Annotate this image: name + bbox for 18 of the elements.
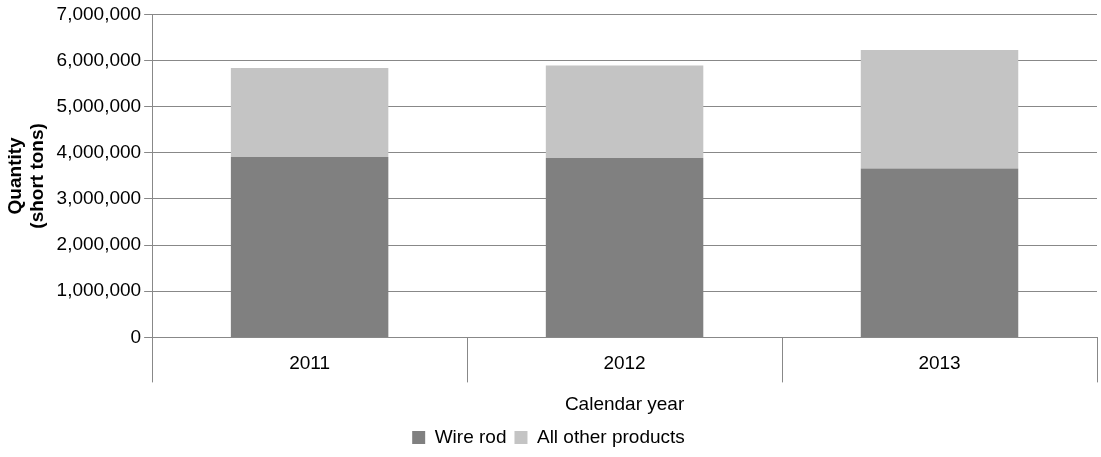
y-tick-label: 4,000,000 (56, 141, 142, 163)
bar (545, 65, 704, 158)
x-tick-label: 2013 (918, 352, 961, 374)
y-axis-title: Quantity (short tons) (3, 123, 48, 229)
y-tick-label: 2,000,000 (56, 233, 142, 255)
bar (860, 49, 1019, 169)
legend-label: Wire rod (434, 425, 507, 447)
y-tick-label: 5,000,000 (56, 94, 142, 116)
x-axis-title: Calendar year (564, 392, 685, 414)
y-tick-label: 7,000,000 (56, 2, 142, 24)
bar (230, 67, 389, 157)
y-tick-label: 6,000,000 (56, 48, 142, 70)
x-tick-label: 2012 (603, 352, 646, 374)
y-tick-label: 0 (130, 325, 142, 347)
y-tick-label: 3,000,000 (56, 187, 142, 209)
y-tick-label: 1,000,000 (56, 279, 142, 301)
legend-label: All other products (536, 425, 685, 447)
x-tick-label: 2011 (289, 352, 331, 374)
